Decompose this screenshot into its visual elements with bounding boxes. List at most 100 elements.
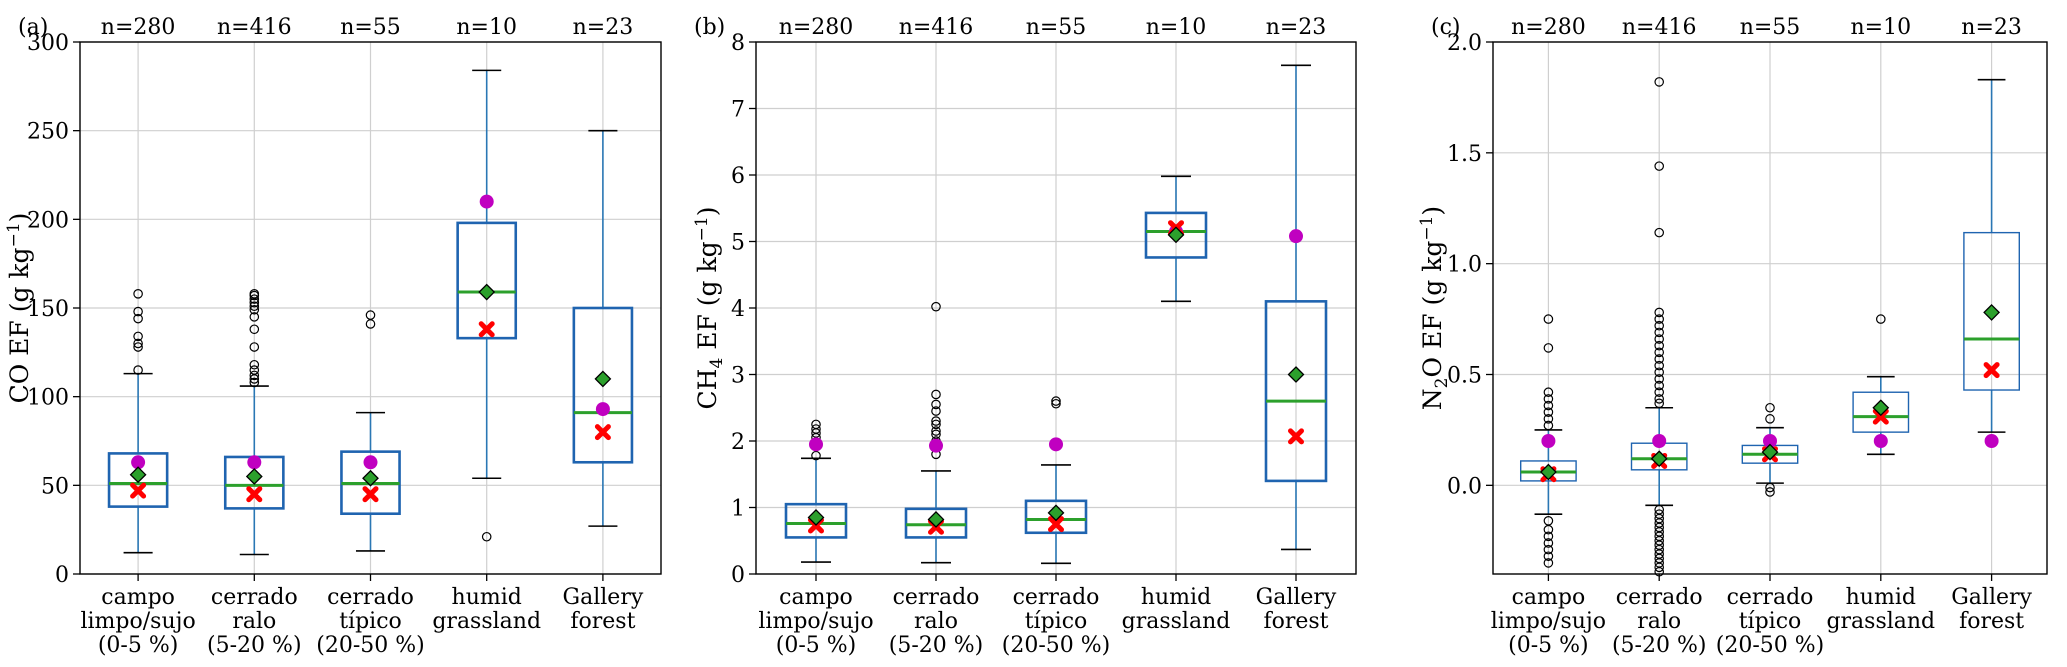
category-label: campo	[1512, 585, 1586, 610]
category-label: cerrado	[211, 585, 298, 610]
y-tick-label: 3	[731, 364, 745, 389]
outlier-point	[1543, 524, 1554, 535]
category-label: ralo	[232, 609, 276, 634]
axes-frame	[1492, 41, 2048, 575]
category-label: típico	[339, 609, 402, 634]
outlier-point	[365, 310, 376, 320]
category-label: Gallery	[1256, 585, 1337, 610]
outlier-point	[931, 301, 941, 312]
magenta-marker	[247, 455, 262, 470]
magenta-marker	[595, 402, 610, 417]
category-label: campo	[101, 585, 175, 610]
count-label: n=55	[1740, 15, 1801, 40]
y-tick-label: 0.0	[1447, 474, 1482, 499]
outlier-point	[1543, 414, 1554, 424]
box-4	[572, 129, 634, 527]
mean-diamond-marker	[1539, 463, 1557, 481]
outlier-point	[1543, 387, 1554, 398]
outlier-point	[1654, 314, 1664, 324]
count-label: n=280	[101, 15, 176, 40]
box-3	[456, 69, 518, 542]
magenta-marker	[1289, 229, 1303, 244]
category-label: ralo	[914, 609, 958, 634]
outlier-point	[133, 331, 143, 342]
box-iqr	[1024, 499, 1088, 535]
axes-frame	[755, 41, 1357, 575]
outlier-point	[1051, 396, 1061, 406]
box-2	[340, 310, 401, 552]
red-x-marker	[246, 486, 263, 503]
y-tick-label: 1.5	[1447, 142, 1482, 167]
outlier-point	[1543, 531, 1554, 542]
mean-diamond-marker	[1047, 504, 1065, 522]
count-label: n=416	[899, 15, 974, 40]
outlier-point	[133, 342, 143, 352]
outlier-point	[1654, 387, 1664, 398]
count-label: n=416	[217, 15, 292, 40]
outlier-point	[811, 424, 821, 434]
magenta-marker	[1984, 434, 1999, 448]
box-0	[107, 289, 169, 554]
y-axis-label-superscript: −1	[4, 222, 24, 247]
y-axis-label-main: N	[1418, 388, 1447, 410]
y-tick-label: 200	[27, 208, 69, 233]
box-iqr	[1144, 211, 1208, 259]
outlier-point	[931, 399, 941, 410]
outlier-point	[133, 313, 143, 324]
red-x-marker	[1983, 362, 2000, 379]
category-label: (20-50 %)	[316, 633, 425, 658]
count-label: n=10	[1850, 15, 1911, 40]
outlier-point	[481, 531, 492, 542]
box-iqr	[107, 452, 169, 508]
outlier-point	[1765, 482, 1775, 493]
outlier-point	[1654, 320, 1664, 331]
box-1	[1630, 77, 1688, 577]
category-label: humid	[452, 585, 522, 610]
outlier-point	[1543, 551, 1554, 562]
y-axis-label: N2O EF (g kg−1)	[1417, 206, 1452, 410]
box-iqr	[904, 507, 968, 539]
category-label: forest	[1959, 609, 2024, 634]
category-label: (0-5 %)	[776, 633, 857, 658]
red-x-marker	[1288, 428, 1304, 445]
category-label: (5-20 %)	[207, 633, 302, 658]
count-label: n=55	[340, 15, 401, 40]
y-axis-label-end: )	[1418, 206, 1447, 216]
y-axis-label: CH4 EF (g kg−1)	[692, 207, 727, 410]
panel-label: (a)	[18, 15, 48, 40]
magenta-marker	[809, 437, 823, 452]
outlier-point	[1654, 380, 1664, 391]
outlier-point	[1654, 562, 1664, 573]
category-label: (5-20 %)	[1612, 633, 1707, 658]
y-tick-label: 50	[41, 474, 69, 499]
mean-diamond-marker	[927, 511, 945, 528]
magenta-marker	[131, 455, 146, 470]
count-label: n=10	[456, 15, 517, 40]
outlier-point	[1654, 374, 1664, 384]
mean-diamond-marker	[245, 468, 263, 485]
y-axis-label-subscript: 2	[1432, 377, 1452, 388]
mean-diamond-marker	[1287, 366, 1305, 383]
outlier-point	[1654, 347, 1664, 358]
outlier-point	[249, 289, 260, 299]
count-label: n=280	[779, 15, 854, 40]
box-4	[1264, 64, 1328, 551]
box-iqr	[456, 221, 518, 340]
mean-diamond-marker	[1650, 450, 1668, 468]
outlier-point	[249, 312, 260, 322]
outlier-point	[931, 389, 941, 400]
mean-diamond-marker	[362, 469, 379, 487]
y-axis-label-main: CH	[693, 369, 722, 410]
category-label: humid	[1141, 585, 1211, 610]
category-label: (20-50 %)	[1002, 633, 1111, 658]
category-label: forest	[570, 609, 635, 634]
y-axis-label-subscript: 4	[707, 358, 727, 369]
box-0	[1519, 314, 1577, 568]
category-label: (0-5 %)	[1508, 633, 1589, 658]
y-axis-label-end: )	[5, 213, 34, 223]
y-axis-label-rest: O EF (g kg	[1418, 241, 1447, 378]
outlier-point	[1543, 394, 1554, 404]
category-label: limpo/sujo	[80, 609, 195, 634]
